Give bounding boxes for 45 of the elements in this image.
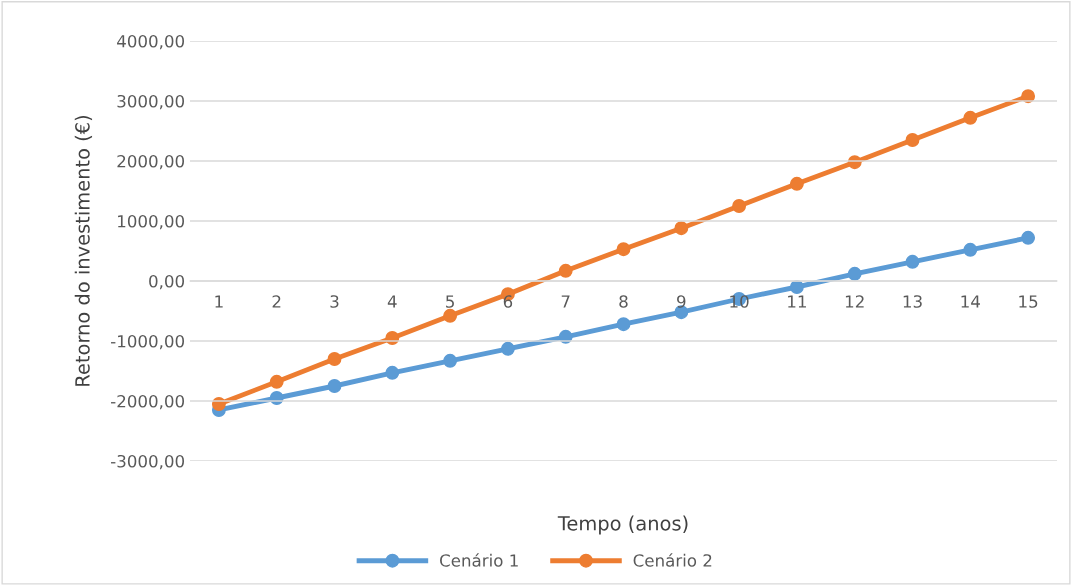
x-tick-label: 1 [215,295,223,308]
y-tick-label: -3000,00 [111,454,185,470]
x-tick-label: 3 [330,295,339,308]
y-tick-label: 1000,00 [118,214,185,230]
point [327,379,342,393]
x-axis-title: Tempo (anos) [557,515,688,535]
y-tick-label: 2000,00 [117,154,185,170]
x-tick-label: 13 [903,295,922,308]
x-tick-label: 2 [272,295,281,308]
point [385,365,400,380]
point [674,221,689,236]
point [616,242,631,257]
x-tick-label: 5 [446,295,454,308]
x-tick-label: 12 [845,295,864,308]
x-tick-label: 11 [788,295,806,308]
point [500,341,515,356]
point [963,110,978,125]
point [732,199,747,213]
point [789,176,804,191]
legend-label: Cenário 1 [440,553,518,567]
point [963,242,978,257]
point [847,266,862,281]
y-tick-label: 4000,00 [117,34,185,50]
y-tick-label: -2000,00 [111,394,185,410]
point [443,353,458,368]
point [1021,230,1036,245]
point [558,263,573,278]
point [905,254,920,269]
point [905,133,920,147]
legend-label: Cenário 2 [633,553,712,567]
point [443,308,458,323]
x-tick-label: 4 [387,295,397,308]
x-tick-label: 8 [619,295,628,308]
point [269,374,284,389]
x-tick-label: 15 [1019,295,1038,308]
y-tick-label: 3000,00 [117,94,185,110]
x-tick-label: 7 [561,295,570,308]
x-tick-label: 14 [961,295,980,308]
y-tick-label: -1000,00 [111,334,185,350]
y-axis-title: Retorno do investimento (€) [74,115,93,386]
point [789,280,804,294]
point [616,317,631,332]
point [327,352,342,366]
y-tick-label: 0,00 [149,274,185,290]
x-tick-label: 9 [677,295,686,308]
